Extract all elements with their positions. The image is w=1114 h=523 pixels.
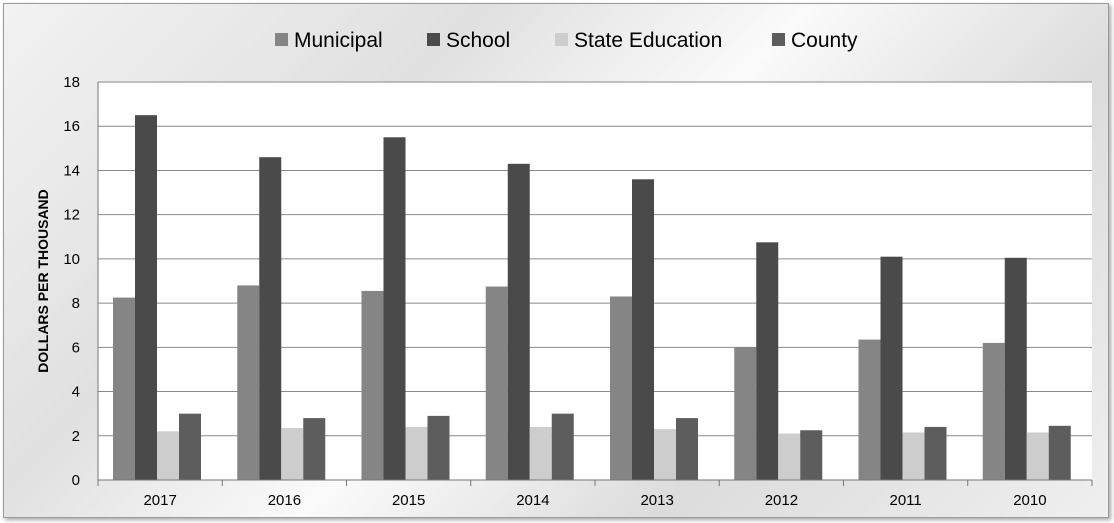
x-tick-label: 2012	[765, 492, 798, 509]
bar-municipal-2017	[113, 297, 135, 480]
bar-municipal-2010	[982, 342, 1005, 480]
bars	[113, 115, 1071, 481]
legend-swatch-state-education	[555, 33, 568, 46]
x-tick-label: 2011	[889, 492, 921, 509]
x-tick-label: 2016	[268, 492, 301, 509]
bar-county-2015	[427, 415, 450, 480]
bar-municipal-2014	[485, 286, 508, 480]
bar-municipal-2016	[237, 285, 260, 480]
x-tick-label: 2010	[1013, 492, 1046, 509]
x-tick-labels: 2017 2016 2015 2014 2013 2012 2011 2010	[143, 492, 1046, 509]
y-tick-label: 4	[72, 384, 80, 401]
bar-state-education-2015	[405, 426, 428, 480]
bar-school-2012	[756, 242, 779, 480]
bar-county-2011	[924, 426, 947, 480]
bar-county-2014	[551, 413, 574, 480]
y-tick-label: 6	[72, 339, 80, 356]
legend-swatch-school	[427, 33, 440, 46]
bar-county-2013	[676, 418, 698, 480]
y-tick-label: 14	[63, 162, 80, 179]
bar-municipal-2015	[361, 290, 384, 480]
legend-label: Municipal	[294, 29, 383, 52]
bar-state-education-2012	[778, 433, 801, 480]
legend-label: State Education	[574, 29, 722, 52]
bar-school-2016	[259, 157, 282, 480]
bar-state-education-2016	[281, 428, 304, 480]
x-tick-label: 2015	[392, 492, 425, 509]
bar-municipal-2013	[610, 296, 632, 480]
legend-label: County	[791, 29, 858, 52]
bar-school-2010	[1004, 257, 1027, 480]
bar-state-education-2014	[529, 426, 552, 480]
legend-swatch-municipal	[275, 33, 288, 46]
y-tick-label: 2	[72, 428, 80, 445]
bar-school-2011	[880, 256, 903, 480]
bar-county-2012	[800, 430, 823, 480]
bar-school-2017	[135, 115, 157, 481]
y-tick-label: 16	[63, 118, 80, 135]
legend-swatch-county	[772, 33, 785, 46]
bar-county-2010	[1048, 425, 1071, 480]
y-tick-label: 12	[63, 207, 80, 224]
y-tick-label: 18	[63, 74, 80, 91]
bar-county-2017	[179, 413, 201, 480]
bar-municipal-2011	[858, 339, 881, 480]
x-tick-label: 2014	[516, 492, 549, 509]
bar-state-education-2011	[902, 432, 925, 480]
y-tick-label: 10	[63, 251, 80, 268]
legend: Municipal School State Education County	[275, 29, 858, 52]
y-axis-title: DOLLARS PER THOUSAND	[35, 189, 51, 373]
bar-school-2013	[632, 179, 654, 481]
bar-school-2015	[383, 137, 406, 480]
x-tick-label: 2013	[640, 492, 673, 509]
legend-label: School	[446, 29, 510, 52]
x-tick-label: 2017	[143, 492, 176, 509]
bar-state-education-2017	[157, 431, 179, 480]
y-tick-labels: 0 2 4 6 8 10 12 14 16 18	[63, 74, 80, 489]
bar-county-2016	[303, 418, 326, 480]
bar-school-2014	[507, 163, 530, 481]
bar-municipal-2012	[734, 347, 757, 480]
axes	[97, 82, 1093, 486]
y-tick-label: 8	[72, 295, 80, 312]
bar-state-education-2013	[654, 429, 676, 480]
bar-state-education-2010	[1026, 432, 1049, 480]
y-tick-label: 0	[72, 472, 80, 489]
